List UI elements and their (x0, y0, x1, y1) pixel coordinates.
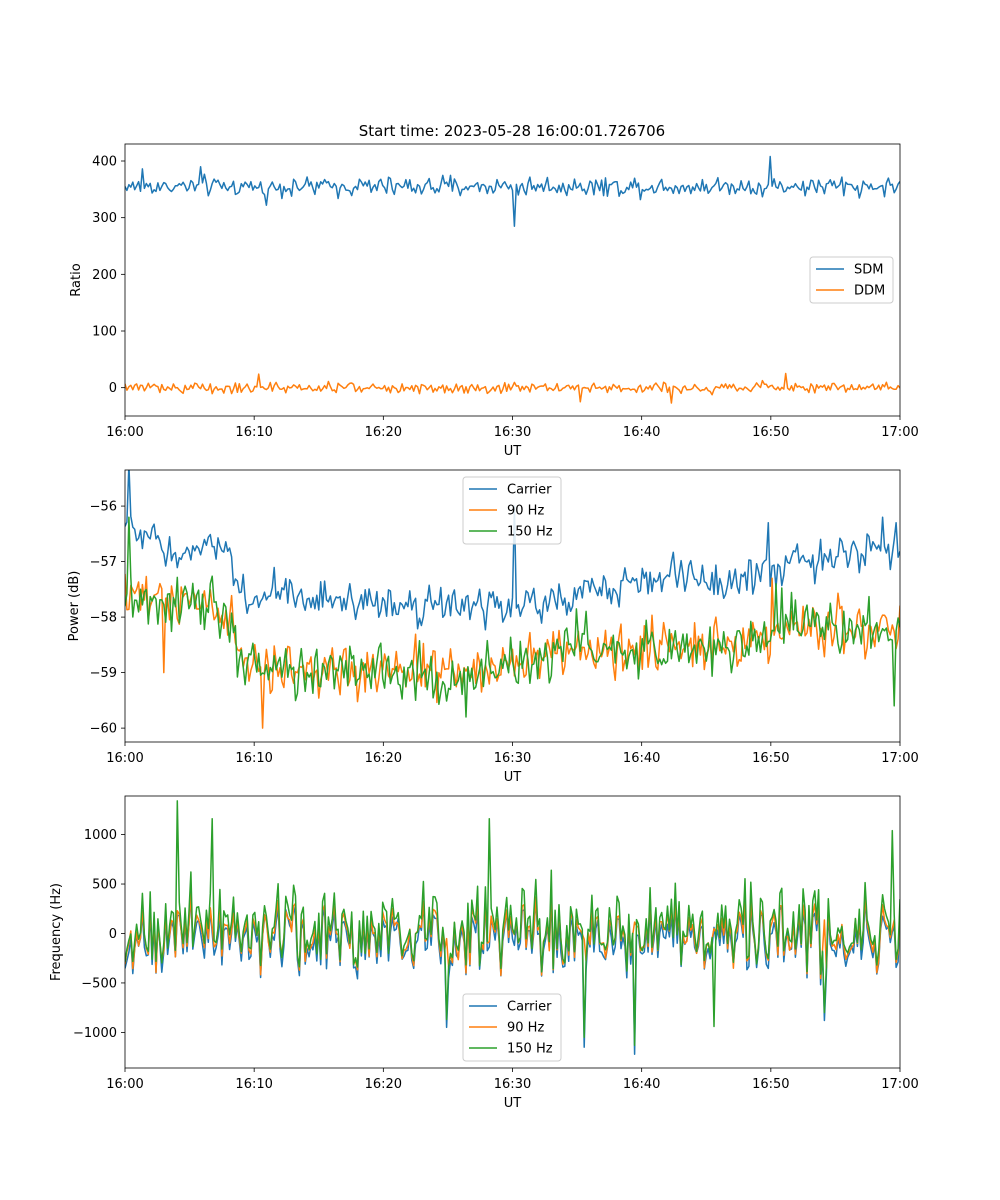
x-tick-label: 16:00 (106, 751, 143, 766)
series-line-sdm (125, 155, 900, 227)
x-tick-label: 16:20 (365, 425, 402, 440)
y-tick-label: −59 (90, 666, 117, 681)
x-tick-label: 16:10 (235, 1077, 272, 1092)
x-tick-label: 16:20 (365, 751, 402, 766)
x-tick-label: 16:50 (752, 751, 789, 766)
x-tick-label: 17:00 (881, 751, 918, 766)
y-tick-label: −57 (90, 555, 117, 570)
legend-label: 90 Hz (507, 1021, 544, 1036)
y-tick-label: 300 (92, 211, 117, 226)
y-tick-label: 1000 (84, 828, 117, 843)
series-line-carrier (125, 470, 900, 631)
series-line-ddm (125, 372, 900, 404)
legend-label: Carrier (507, 1000, 552, 1015)
chart-panel-3: 16:00 16:10 16:20 16:30 16:40 16:50 17:00 −1000… (49, 795, 919, 1111)
x-tick-label: 16:40 (623, 751, 660, 766)
series-lines (125, 470, 900, 729)
y-axis-label: Ratio (69, 263, 84, 296)
y-tick-label: −56 (90, 500, 117, 515)
x-tick-label: 16:30 (494, 425, 531, 440)
legend: Carrier 90 Hz 150 Hz (462, 993, 562, 1062)
y-tick-label: 500 (92, 878, 117, 893)
y-tick-label: 0 (109, 927, 117, 942)
y-axis-label: Frequency (Hz) (49, 883, 64, 981)
y-axis-label: Power (dB) (67, 571, 82, 642)
series-lines (125, 155, 900, 404)
x-tick-label: 16:20 (365, 1077, 402, 1092)
legend-label: 90 Hz (507, 504, 544, 519)
x-tick-label: 16:10 (235, 751, 272, 766)
legend-label: DDM (854, 284, 885, 299)
legend-label: Carrier (507, 483, 552, 498)
x-axis-label: UT (504, 1096, 522, 1111)
x-axis-label: UT (504, 770, 522, 785)
legend-box (462, 476, 562, 545)
x-tick-label: 16:00 (106, 1077, 143, 1092)
figure-title: Start time: 2023-05-28 16:00:01.726706 (359, 122, 665, 140)
series-line-carrier (125, 894, 900, 1055)
x-tick-label: 16:40 (623, 425, 660, 440)
x-tick-label: 17:00 (881, 1077, 918, 1092)
legend-label: 150 Hz (507, 525, 553, 540)
series-lines (125, 800, 900, 1055)
y-tick-label: 400 (92, 155, 117, 170)
series-line-150-hz (125, 516, 900, 718)
x-tick-label: 16:00 (106, 425, 143, 440)
legend-box (462, 993, 562, 1062)
legend: Carrier 90 Hz 150 Hz (462, 476, 562, 545)
x-tick-label: 17:00 (881, 425, 918, 440)
y-tick-label: −60 (90, 722, 117, 737)
x-tick-label: 16:30 (494, 751, 531, 766)
legend-label: 150 Hz (507, 1042, 553, 1057)
x-axis-label: UT (504, 444, 522, 459)
y-tick-label: 0 (109, 381, 117, 396)
y-tick-label: −500 (81, 976, 117, 991)
x-tick-label: 16:10 (235, 425, 272, 440)
y-tick-label: 100 (92, 325, 117, 340)
chart-panel-2: 16:00 16:10 16:20 16:30 16:40 16:50 17:00 −60 −5… (67, 469, 919, 785)
legend-label: SDM (854, 263, 883, 278)
x-tick-label: 16:50 (752, 425, 789, 440)
x-tick-label: 16:40 (623, 1077, 660, 1092)
y-tick-label: −1000 (73, 1026, 117, 1041)
series-line-150-hz (125, 800, 900, 1047)
y-tick-label: 200 (92, 268, 117, 283)
x-tick-label: 16:30 (494, 1077, 531, 1092)
y-tick-label: −58 (90, 611, 117, 626)
chart-panel-1: 16:00 16:10 16:20 16:30 16:40 16:50 17:00 0 100 2… (69, 143, 919, 459)
series-line-90-hz (125, 888, 900, 980)
legend: SDM DDM (809, 256, 894, 304)
x-tick-label: 16:50 (752, 1077, 789, 1092)
